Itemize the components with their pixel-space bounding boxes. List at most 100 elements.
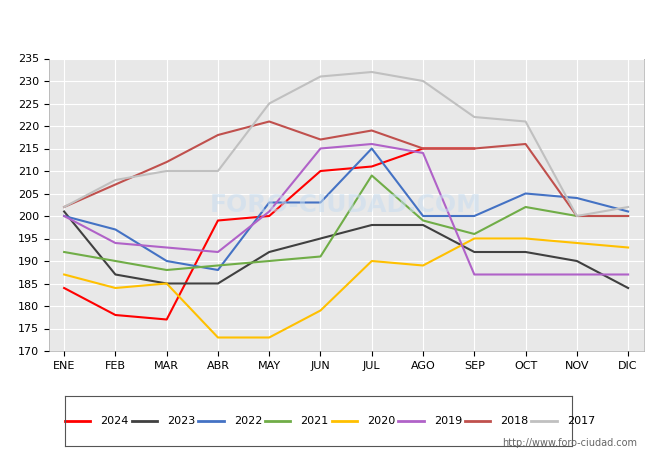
2021 — [60, 249, 68, 255]
Text: 2022: 2022 — [234, 416, 262, 426]
2024 — [265, 213, 273, 219]
2019 — [419, 150, 427, 156]
2018 — [368, 128, 376, 133]
2022 — [162, 258, 170, 264]
2023 — [60, 209, 68, 214]
2017 — [419, 78, 427, 84]
2020 — [112, 285, 120, 291]
Text: http://www.foro-ciudad.com: http://www.foro-ciudad.com — [502, 438, 637, 448]
Line: 2022: 2022 — [64, 148, 628, 270]
2023 — [471, 249, 478, 255]
2024 — [419, 146, 427, 151]
2022 — [317, 200, 324, 205]
2021 — [265, 258, 273, 264]
2022 — [471, 213, 478, 219]
2020 — [162, 281, 170, 286]
2018 — [162, 159, 170, 165]
2017 — [60, 204, 68, 210]
2021 — [214, 263, 222, 268]
2019 — [522, 272, 530, 277]
2024 — [162, 317, 170, 322]
2024 — [112, 312, 120, 318]
2017 — [317, 74, 324, 79]
2023 — [265, 249, 273, 255]
2021 — [573, 213, 580, 219]
2019 — [471, 272, 478, 277]
2019 — [112, 240, 120, 246]
2021 — [522, 204, 530, 210]
2023 — [162, 281, 170, 286]
2019 — [573, 272, 580, 277]
2023 — [317, 236, 324, 241]
2023 — [112, 272, 120, 277]
2020 — [265, 335, 273, 340]
2017 — [624, 204, 632, 210]
2024 — [317, 168, 324, 174]
Text: 2017: 2017 — [567, 416, 595, 426]
2018 — [624, 213, 632, 219]
2022 — [624, 209, 632, 214]
2021 — [368, 173, 376, 178]
2019 — [368, 141, 376, 147]
2017 — [368, 69, 376, 75]
2017 — [112, 177, 120, 183]
Line: 2017: 2017 — [64, 72, 628, 216]
2020 — [471, 236, 478, 241]
Text: 2023: 2023 — [167, 416, 196, 426]
2023 — [624, 285, 632, 291]
2024 — [60, 285, 68, 291]
2018 — [214, 132, 222, 138]
Line: 2023: 2023 — [64, 212, 628, 288]
2021 — [419, 218, 427, 223]
2019 — [265, 209, 273, 214]
2023 — [419, 222, 427, 228]
2018 — [573, 213, 580, 219]
Text: Afiliados en Santa Elena de Jamuz a 30/9/2024: Afiliados en Santa Elena de Jamuz a 30/9… — [131, 16, 519, 34]
2020 — [214, 335, 222, 340]
2021 — [317, 254, 324, 259]
Text: 2024: 2024 — [101, 416, 129, 426]
Text: 2020: 2020 — [367, 416, 395, 426]
2021 — [112, 258, 120, 264]
2018 — [522, 141, 530, 147]
Text: FORO-CIUDAD.COM: FORO-CIUDAD.COM — [210, 193, 482, 217]
Line: 2020: 2020 — [64, 238, 628, 338]
2019 — [162, 245, 170, 250]
2022 — [368, 146, 376, 151]
2020 — [60, 272, 68, 277]
2019 — [317, 146, 324, 151]
2017 — [214, 168, 222, 174]
2022 — [573, 195, 580, 201]
2023 — [573, 258, 580, 264]
2022 — [522, 191, 530, 196]
Text: 2018: 2018 — [500, 416, 528, 426]
2017 — [265, 101, 273, 106]
Line: 2019: 2019 — [64, 144, 628, 274]
2019 — [60, 213, 68, 219]
2019 — [624, 272, 632, 277]
2023 — [522, 249, 530, 255]
2022 — [214, 267, 222, 273]
2018 — [419, 146, 427, 151]
2018 — [265, 119, 273, 124]
2021 — [624, 213, 632, 219]
2017 — [522, 119, 530, 124]
2018 — [471, 146, 478, 151]
2019 — [214, 249, 222, 255]
2017 — [471, 114, 478, 120]
2020 — [624, 245, 632, 250]
2024 — [368, 164, 376, 169]
2024 — [471, 146, 478, 151]
2018 — [112, 182, 120, 187]
2018 — [60, 204, 68, 210]
2021 — [162, 267, 170, 273]
2022 — [60, 213, 68, 219]
2020 — [317, 308, 324, 313]
2020 — [368, 258, 376, 264]
Text: 2019: 2019 — [434, 416, 462, 426]
Text: 2021: 2021 — [300, 416, 329, 426]
2017 — [162, 168, 170, 174]
2024 — [214, 218, 222, 223]
2023 — [214, 281, 222, 286]
2022 — [265, 200, 273, 205]
